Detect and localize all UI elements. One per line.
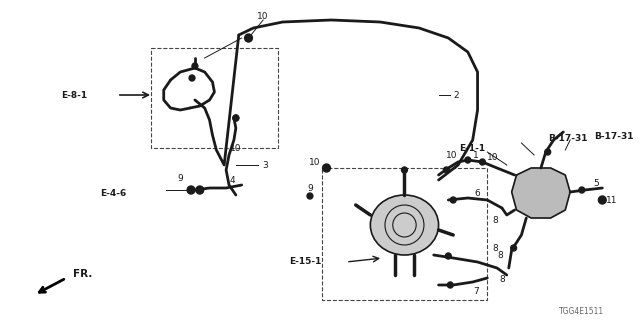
Text: 11: 11 xyxy=(606,196,618,204)
Text: 10: 10 xyxy=(488,153,499,162)
Text: 5: 5 xyxy=(593,179,599,188)
Circle shape xyxy=(233,115,239,121)
Circle shape xyxy=(233,115,239,121)
Text: 9: 9 xyxy=(307,183,313,193)
Circle shape xyxy=(511,245,516,251)
Circle shape xyxy=(465,157,471,163)
Text: 1: 1 xyxy=(473,150,479,159)
Text: E-4-6: E-4-6 xyxy=(100,188,127,197)
Circle shape xyxy=(451,197,456,203)
Text: B-17-31: B-17-31 xyxy=(595,132,634,140)
Text: 2: 2 xyxy=(453,91,459,100)
Bar xyxy=(322,168,487,300)
Circle shape xyxy=(244,34,252,42)
Text: B-17-31: B-17-31 xyxy=(548,133,588,142)
Circle shape xyxy=(598,196,606,204)
Text: 4: 4 xyxy=(229,175,235,185)
Text: 3: 3 xyxy=(262,161,268,170)
Text: 7: 7 xyxy=(473,287,479,297)
Text: 9: 9 xyxy=(177,173,183,182)
Text: 8: 8 xyxy=(492,244,498,252)
Text: 8: 8 xyxy=(492,215,498,225)
Bar xyxy=(151,48,278,148)
Circle shape xyxy=(445,253,451,259)
Text: E-1-1: E-1-1 xyxy=(460,143,485,153)
Ellipse shape xyxy=(371,195,438,255)
Circle shape xyxy=(187,186,195,194)
Circle shape xyxy=(545,149,550,155)
Circle shape xyxy=(401,167,408,173)
Circle shape xyxy=(479,159,485,165)
Circle shape xyxy=(579,187,585,193)
Text: 10: 10 xyxy=(257,12,269,20)
Text: 8: 8 xyxy=(499,276,505,284)
Circle shape xyxy=(196,186,204,194)
Text: FR.: FR. xyxy=(73,269,92,279)
Circle shape xyxy=(444,167,449,173)
Text: 10: 10 xyxy=(445,150,457,159)
Circle shape xyxy=(307,193,313,199)
Text: E-8-1: E-8-1 xyxy=(61,91,88,100)
Text: E-15-1: E-15-1 xyxy=(289,258,322,267)
Circle shape xyxy=(189,75,195,81)
Text: 8: 8 xyxy=(497,251,503,260)
Text: TGG4E1511: TGG4E1511 xyxy=(559,308,604,316)
Circle shape xyxy=(192,63,198,69)
Text: 10: 10 xyxy=(309,157,321,166)
Text: 10: 10 xyxy=(230,143,242,153)
Polygon shape xyxy=(511,168,570,218)
Text: 6: 6 xyxy=(475,188,481,197)
Circle shape xyxy=(447,282,453,288)
Circle shape xyxy=(323,164,330,172)
